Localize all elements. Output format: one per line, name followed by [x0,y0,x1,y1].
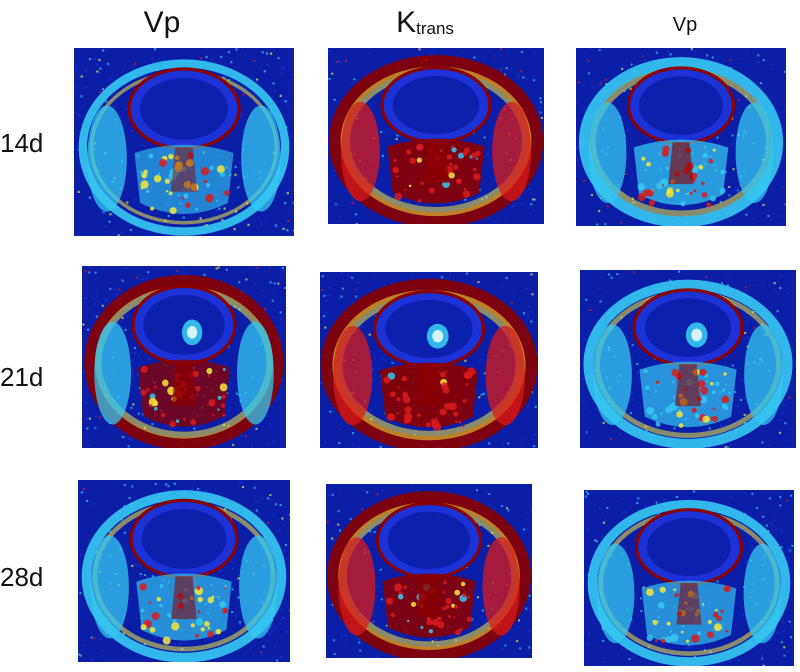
mri-map-28d-vp-1 [78,480,290,662]
column-header-vp-2: Vp [672,14,698,36]
row-label-28d: 28d [0,562,44,592]
column-header-vp-1: Vp [143,6,181,39]
mri-map-14d-vp-1 [74,48,294,236]
mri-map-14d-ktrans [328,48,544,224]
mri-map-28d-ktrans [326,484,532,658]
mri-map-21d-vp-1 [82,266,286,448]
mri-map-14d-vp-2 [576,48,786,226]
row-label-14d: 14d [0,128,44,158]
mri-map-21d-vp-2 [580,270,796,448]
column-header-ktrans: Ktrans [396,6,454,39]
mri-map-21d-ktrans [320,272,538,448]
mri-map-28d-vp-2 [584,490,794,666]
row-label-21d: 21d [0,362,44,392]
